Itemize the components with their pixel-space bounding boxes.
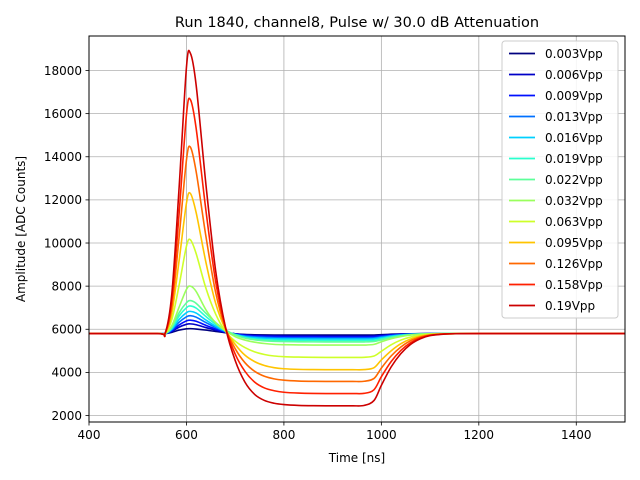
y-axis-ticks: 2000 4000 6000 8000 10000 12000 14000 16000 1800…: [44, 64, 89, 423]
legend-label: 0.019Vpp: [545, 152, 603, 166]
axes-frame: [88, 35, 626, 423]
chart-title: Run 1840, channel8, Pulse w/ 30.0 dB Att…: [175, 15, 539, 31]
x-tick-label: 1000: [366, 428, 397, 442]
legend-label: 0.016Vpp: [545, 131, 603, 145]
legend-label: 0.158Vpp: [545, 278, 603, 292]
legend-label: 0.126Vpp: [545, 257, 603, 271]
x-axis-label: Time [ns]: [328, 451, 385, 465]
series-lines: [89, 49, 625, 407]
x-tick-label: 800: [272, 428, 295, 442]
legend-label: 0.006Vpp: [545, 68, 603, 82]
series-line-0.19Vpp: [89, 49, 625, 407]
legend-label: 0.009Vpp: [545, 89, 603, 103]
y-axis-label: Amplitude [ADC Counts]: [14, 156, 28, 302]
legend-label: 0.003Vpp: [545, 47, 603, 61]
x-tick-label: 400: [78, 428, 101, 442]
legend-label: 0.063Vpp: [545, 215, 603, 229]
y-tick-label: 4000: [51, 366, 82, 380]
legend-box: [501, 40, 619, 319]
y-tick-label: 18000: [44, 64, 82, 78]
y-tick-label: 8000: [51, 279, 82, 293]
y-tick-label: 2000: [51, 409, 82, 423]
x-axis-ticks: 400 600 800 1000 1200 1400: [78, 422, 592, 442]
x-tick-label: 1400: [561, 428, 592, 442]
y-tick-label: 10000: [44, 236, 82, 250]
x-tick-label: 1200: [464, 428, 495, 442]
y-tick-label: 6000: [51, 323, 82, 337]
legend-label: 0.032Vpp: [545, 194, 603, 208]
legend-label: 0.095Vpp: [545, 236, 603, 250]
legend-label: 0.19Vpp: [545, 299, 595, 313]
x-tick-label: 600: [175, 428, 198, 442]
y-tick-label: 14000: [44, 150, 82, 164]
legend-label: 0.013Vpp: [545, 110, 603, 124]
y-tick-label: 16000: [44, 107, 82, 121]
legend-label: 0.022Vpp: [545, 173, 603, 187]
y-tick-label: 12000: [44, 193, 82, 207]
legend: 0.003Vpp 0.006Vpp 0.009Vpp 0.013Vpp 0.016Vpp…: [501, 40, 619, 319]
